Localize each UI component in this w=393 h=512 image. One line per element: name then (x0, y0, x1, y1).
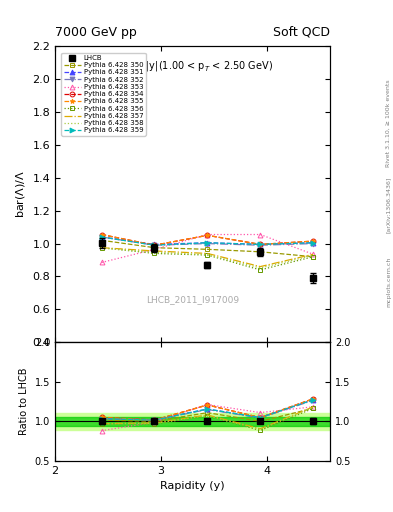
Text: LHCB_2011_I917009: LHCB_2011_I917009 (146, 295, 239, 304)
Text: 7000 GeV pp: 7000 GeV pp (55, 26, 137, 39)
Text: $\overline{\Lambda}/\Lambda$ vs |y|(1.00 < p$_{T}$ < 2.50 GeV): $\overline{\Lambda}/\Lambda$ vs |y|(1.00… (112, 58, 273, 74)
Text: Soft QCD: Soft QCD (273, 26, 330, 39)
Legend: LHCB, Pythia 6.428 350, Pythia 6.428 351, Pythia 6.428 352, Pythia 6.428 353, Py: LHCB, Pythia 6.428 350, Pythia 6.428 351… (61, 53, 146, 136)
Text: [arXiv:1306.3436]: [arXiv:1306.3436] (386, 177, 391, 233)
Y-axis label: bar($\Lambda$)/$\Lambda$: bar($\Lambda$)/$\Lambda$ (14, 170, 27, 218)
Y-axis label: Ratio to LHCB: Ratio to LHCB (19, 368, 29, 435)
Bar (55, 413, 330, 430)
Bar (55, 417, 330, 425)
X-axis label: Rapidity (y): Rapidity (y) (160, 481, 225, 491)
Text: Rivet 3.1.10, ≥ 100k events: Rivet 3.1.10, ≥ 100k events (386, 79, 391, 167)
Text: mcplots.cern.ch: mcplots.cern.ch (386, 257, 391, 307)
